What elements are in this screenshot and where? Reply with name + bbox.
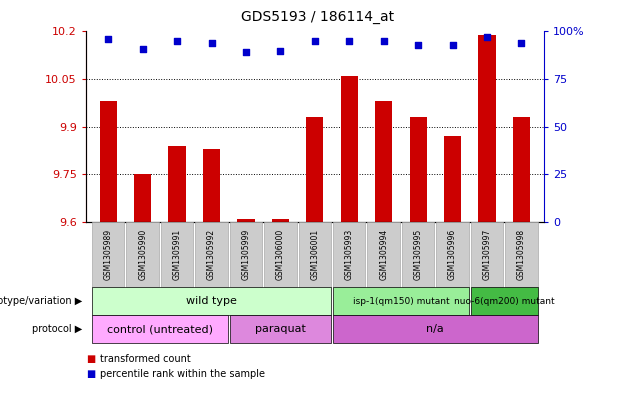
Bar [203,149,220,222]
Text: GSM1305995: GSM1305995 [413,229,422,280]
Text: GSM1306000: GSM1306000 [276,229,285,280]
Bar [169,146,186,222]
Text: GSM1305999: GSM1305999 [242,229,251,280]
Text: paraquat: paraquat [255,324,306,334]
Text: protocol ▶: protocol ▶ [32,324,83,334]
Point [241,49,251,55]
Bar [410,117,427,222]
Text: genotype/variation ▶: genotype/variation ▶ [0,296,83,306]
Text: GDS5193 / 186114_at: GDS5193 / 186114_at [242,10,394,24]
Text: n/a: n/a [427,324,444,334]
Bar [134,174,151,222]
Point [378,38,389,44]
Point [310,38,320,44]
Text: control (untreated): control (untreated) [107,324,213,334]
Text: GSM1305998: GSM1305998 [517,229,526,280]
Text: GSM1305989: GSM1305989 [104,229,113,280]
Point [448,42,458,48]
Text: wild type: wild type [186,296,237,306]
Bar [272,219,289,222]
Text: ■: ■ [86,369,95,379]
Point [482,34,492,40]
Point [172,38,182,44]
Point [413,42,423,48]
Text: percentile rank within the sample: percentile rank within the sample [100,369,265,379]
Bar [444,136,461,222]
Bar [341,76,358,222]
Point [516,40,527,46]
Text: ■: ■ [86,354,95,364]
Text: nuo-6(qm200) mutant: nuo-6(qm200) mutant [454,297,555,305]
Bar [478,35,495,222]
Bar [237,219,254,222]
Point [344,38,354,44]
Text: GSM1305990: GSM1305990 [138,229,147,280]
Text: GSM1305992: GSM1305992 [207,229,216,280]
Text: GSM1305993: GSM1305993 [345,229,354,280]
Text: GSM1305994: GSM1305994 [379,229,388,280]
Point [207,40,217,46]
Text: isp-1(qm150) mutant: isp-1(qm150) mutant [352,297,449,305]
Bar [100,101,117,222]
Bar [375,101,392,222]
Text: GSM1306001: GSM1306001 [310,229,319,280]
Point [103,36,113,42]
Text: GSM1305997: GSM1305997 [483,229,492,280]
Text: GSM1305996: GSM1305996 [448,229,457,280]
Bar [306,117,324,222]
Point [275,48,286,54]
Point [137,46,148,52]
Text: transformed count: transformed count [100,354,191,364]
Bar [513,117,530,222]
Text: GSM1305991: GSM1305991 [172,229,182,280]
